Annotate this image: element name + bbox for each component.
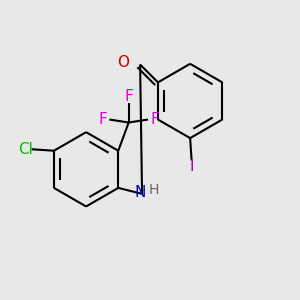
Text: O: O — [117, 55, 129, 70]
Text: N: N — [135, 185, 146, 200]
Text: H: H — [148, 183, 158, 197]
Text: F: F — [124, 89, 133, 104]
Text: F: F — [98, 112, 107, 127]
Text: I: I — [189, 159, 194, 174]
Text: F: F — [150, 112, 159, 127]
Text: Cl: Cl — [18, 142, 32, 157]
